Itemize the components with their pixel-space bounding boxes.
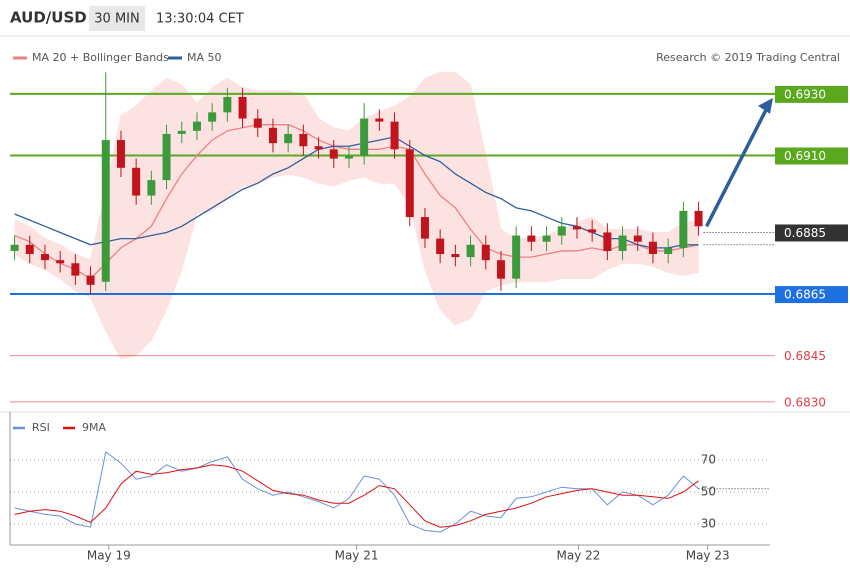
candle-body — [25, 244, 34, 255]
level-box — [775, 85, 848, 103]
candle-body — [481, 244, 490, 261]
candle-body — [253, 118, 262, 128]
level-label: 0.6910 — [784, 149, 826, 163]
candle-body — [694, 210, 703, 227]
level-label: 0.6930 — [784, 87, 826, 101]
candle-body — [496, 260, 505, 279]
time: 13:30:04 CET — [156, 12, 244, 27]
indicator-line — [14, 124, 699, 280]
candle-body — [71, 263, 80, 276]
legend-label: MA 20 + Bollinger Bands — [32, 51, 169, 64]
level-label: 0.6865 — [784, 288, 826, 302]
candle-body — [375, 118, 384, 122]
candle-body — [542, 235, 551, 242]
candle-body — [162, 133, 171, 181]
indicator-line — [14, 136, 699, 249]
symbol: AUD/USD — [10, 9, 87, 27]
candle-body — [299, 133, 308, 147]
y-tick-label: 50 — [701, 485, 716, 499]
forecast-arrow — [705, 107, 769, 228]
credit: Research © 2019 Trading Central — [656, 51, 840, 64]
bollinger-band — [14, 72, 699, 359]
x-tick-label: May 22 — [557, 549, 601, 563]
candle-body — [223, 96, 232, 113]
interval: 30 MIN — [94, 12, 139, 27]
candle-body — [238, 96, 247, 119]
candle-body — [664, 247, 673, 255]
level-box — [775, 147, 848, 165]
series-line — [14, 451, 699, 533]
candle-body — [405, 149, 414, 218]
candle-body — [557, 226, 566, 236]
candle-body — [101, 140, 110, 282]
x-tick-label: May 23 — [686, 549, 730, 563]
candle-body — [451, 254, 460, 258]
candle-body — [132, 167, 141, 196]
x-tick-label: May 19 — [87, 549, 131, 563]
candle-body — [208, 112, 217, 122]
candle-body — [147, 180, 156, 196]
candle-body — [329, 149, 338, 159]
band-lower — [14, 173, 699, 360]
candle-body — [588, 229, 597, 233]
level-label: 0.6830 — [784, 395, 826, 409]
legend-label: RSI — [32, 421, 50, 434]
candle-body — [192, 121, 201, 131]
candle-body — [679, 210, 688, 248]
candle-body — [436, 238, 445, 255]
candle-body — [618, 235, 627, 251]
legend-label: 9MA — [82, 421, 106, 434]
x-tick-label: May 21 — [335, 549, 379, 563]
candle-body — [648, 241, 657, 255]
candle-body — [390, 121, 399, 150]
level-box — [775, 286, 848, 304]
last-box — [775, 224, 848, 242]
band-upper — [14, 71, 699, 261]
interval-box — [89, 6, 145, 31]
candle-body — [603, 232, 612, 251]
arrow-head — [758, 97, 773, 114]
level-label: 0.6845 — [784, 349, 826, 363]
candle-body — [633, 235, 642, 242]
y-tick-label: 70 — [701, 453, 716, 467]
candle-body — [527, 235, 536, 242]
candle-body — [344, 155, 353, 159]
candle-body — [314, 146, 323, 150]
candle-body — [177, 130, 186, 134]
candle-body — [284, 133, 293, 144]
candle-body — [86, 275, 95, 285]
candle-body — [56, 260, 65, 264]
candle-body — [360, 118, 369, 156]
y-tick-label: 30 — [701, 517, 716, 531]
candle-body — [10, 244, 19, 251]
candle-body — [512, 235, 521, 279]
candle-body — [268, 127, 277, 144]
candle-body — [572, 226, 581, 230]
candle-body — [40, 254, 49, 261]
last-label: 0.6885 — [784, 226, 826, 240]
legend-label: MA 50 — [187, 51, 222, 64]
series-line — [14, 464, 699, 528]
candle-body — [116, 140, 125, 168]
candle-body — [420, 217, 429, 239]
candle-body — [466, 244, 475, 258]
